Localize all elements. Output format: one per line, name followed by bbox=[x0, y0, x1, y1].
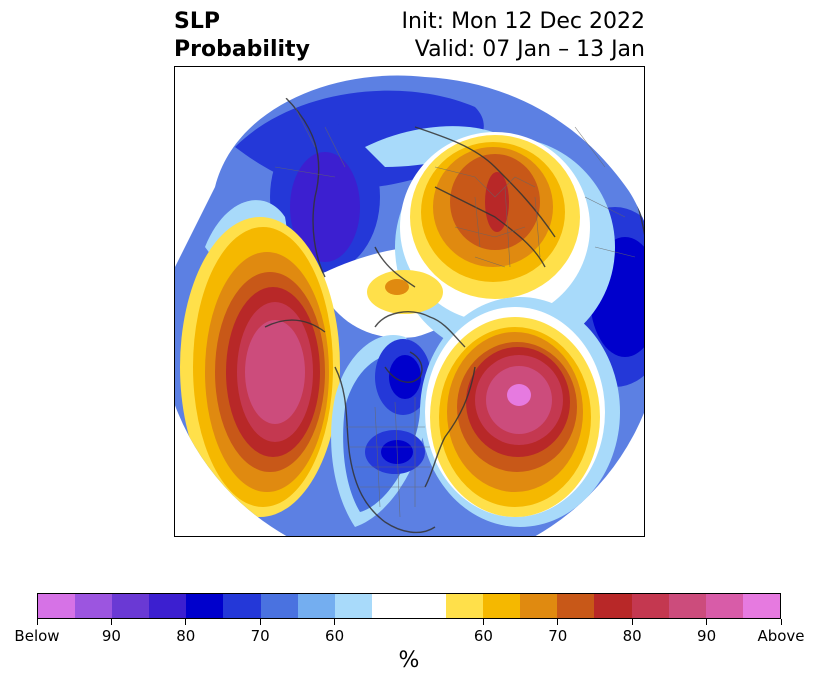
colorbar-swatch bbox=[149, 594, 187, 618]
title-right: Init: Mon 12 Dec 2022 Valid: 07 Jan – 13… bbox=[402, 8, 646, 64]
colorbar-swatch bbox=[186, 594, 224, 618]
valid-range: Valid: 07 Jan – 13 Jan bbox=[414, 37, 645, 62]
colorbar-tick bbox=[185, 619, 187, 625]
colorbar-tick-label: 80 bbox=[176, 627, 196, 645]
colorbar-tick bbox=[706, 619, 708, 625]
colorbar-swatch bbox=[742, 594, 780, 618]
colorbar-tick bbox=[482, 619, 484, 625]
title-left: SLP Probability bbox=[174, 8, 310, 64]
colorbar-swatch bbox=[371, 594, 447, 618]
colorbar-swatch bbox=[520, 594, 558, 618]
colorbar-tick-label: 90 bbox=[697, 627, 717, 645]
colorbar-tick bbox=[259, 619, 261, 625]
colorbar-tick-label: 90 bbox=[101, 627, 121, 645]
colorbar-swatch bbox=[446, 594, 484, 618]
title-variable: SLP bbox=[174, 9, 220, 34]
colorbar-tick-label: Below bbox=[14, 627, 60, 645]
colorbar-swatch bbox=[38, 594, 76, 618]
polar-map bbox=[174, 66, 645, 537]
colorbar-tick bbox=[780, 619, 782, 625]
colorbar-tick-label: 70 bbox=[250, 627, 270, 645]
colorbar-swatch bbox=[668, 594, 706, 618]
colorbar-tick bbox=[110, 619, 112, 625]
probability-map-svg bbox=[175, 67, 644, 536]
colorbar-swatch bbox=[334, 594, 372, 618]
colorbar-swatch bbox=[594, 594, 632, 618]
colorbar-swatch bbox=[260, 594, 298, 618]
colorbar-swatch bbox=[297, 594, 335, 618]
colorbar-swatch bbox=[631, 594, 669, 618]
colorbar-tick-label: Above bbox=[757, 627, 805, 645]
colorbar-swatch bbox=[705, 594, 743, 618]
colorbar-swatch bbox=[112, 594, 150, 618]
colorbar-tick bbox=[334, 619, 336, 625]
colorbar-swatch bbox=[557, 594, 595, 618]
colorbar-tick-label: 70 bbox=[548, 627, 568, 645]
colorbar-tick bbox=[557, 619, 559, 625]
colorbar-tick-label: 60 bbox=[473, 627, 493, 645]
colorbar-swatch bbox=[223, 594, 261, 618]
colorbar-tick bbox=[631, 619, 633, 625]
colorbar-unit: % bbox=[398, 648, 420, 673]
colorbar-swatch bbox=[75, 594, 113, 618]
init-date: Init: Mon 12 Dec 2022 bbox=[401, 9, 646, 34]
colorbar-tick-label: 60 bbox=[325, 627, 345, 645]
colorbar-tick bbox=[36, 619, 38, 625]
colorbar bbox=[37, 593, 781, 619]
colorbar-swatch bbox=[483, 594, 521, 618]
title-product: Probability bbox=[174, 37, 310, 62]
colorbar-tick-label: 80 bbox=[622, 627, 642, 645]
